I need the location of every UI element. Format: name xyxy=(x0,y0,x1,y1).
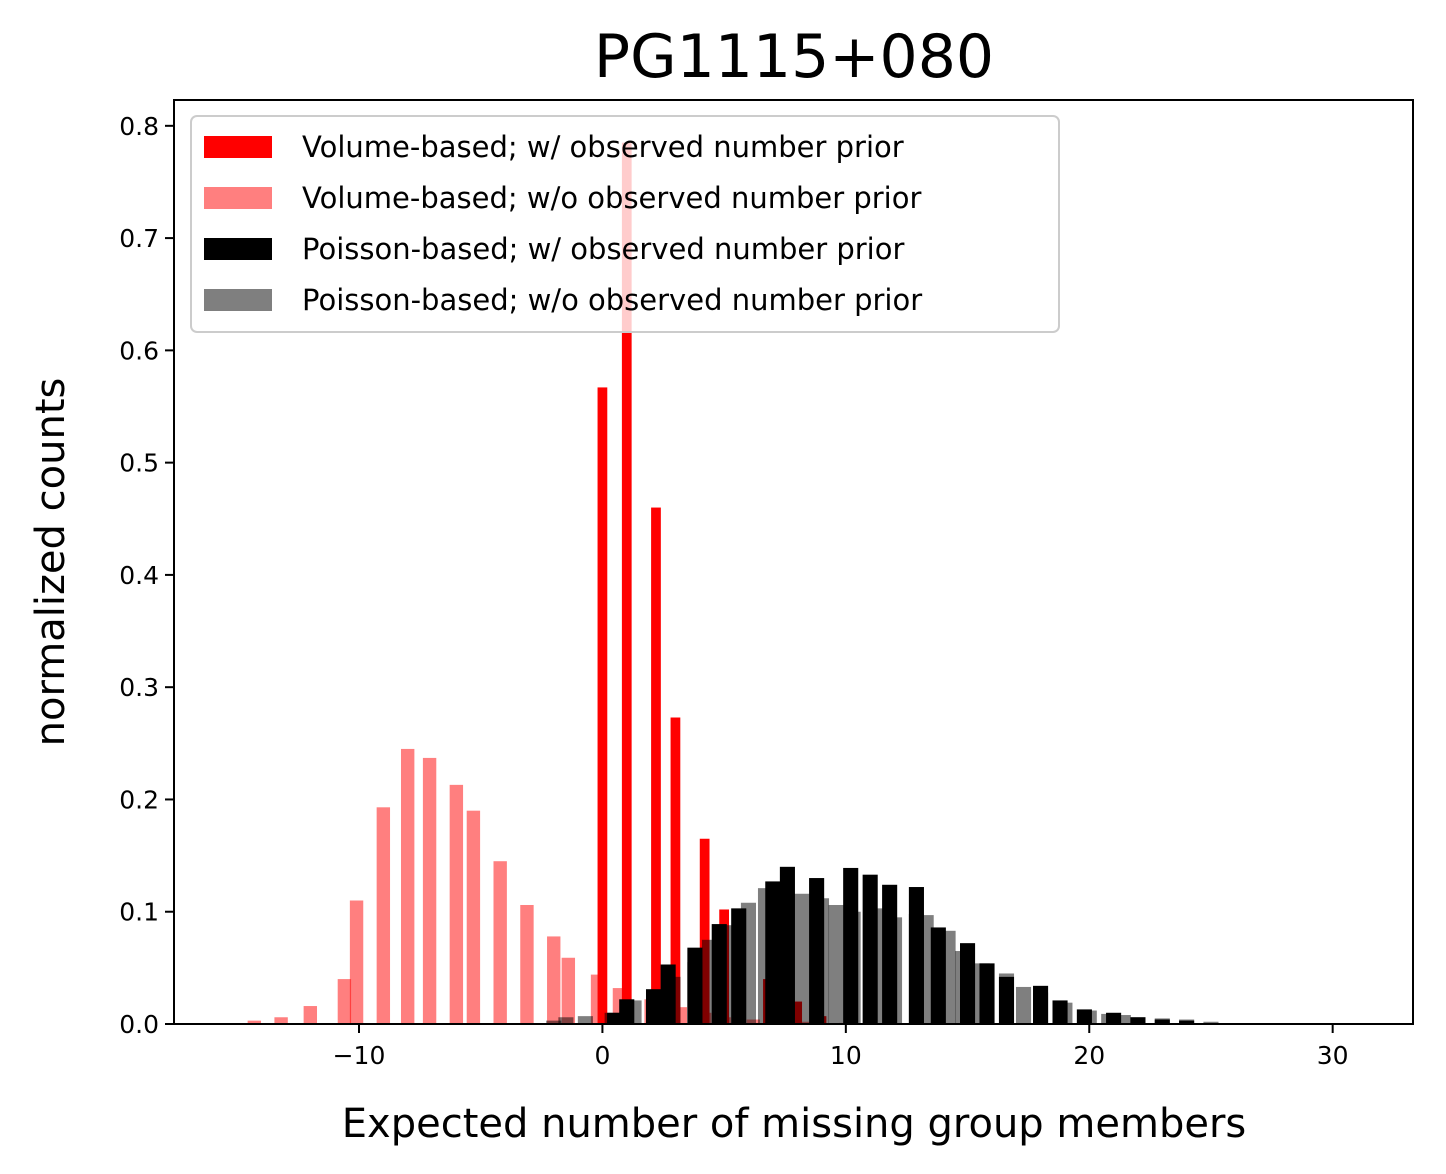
legend-swatch xyxy=(204,289,272,311)
y-tick-label: 0.4 xyxy=(119,561,159,590)
legend-swatch xyxy=(204,136,272,158)
axes-frame xyxy=(173,99,1414,1025)
series-2-bars xyxy=(247,748,877,1024)
legend-label: Poisson-based; w/ observed number prior xyxy=(302,232,904,266)
x-tick-label: 10 xyxy=(830,1041,862,1070)
series-4-bar xyxy=(1015,986,1032,1024)
y-tick-label: 0.7 xyxy=(119,224,159,253)
series-2-bar xyxy=(400,748,415,1024)
series-4-bar xyxy=(886,917,903,1024)
y-axis-ticks: 0.0 0.1 0.2 0.3 0.4 0.5 0.6 0.7 0.8 xyxy=(119,112,174,1039)
series-4-bar xyxy=(546,1020,562,1024)
series-2-bar xyxy=(422,757,437,1024)
series-4-bar xyxy=(998,973,1015,1024)
y-tick-label: 0.1 xyxy=(119,898,159,927)
series-4-bar xyxy=(687,962,703,1024)
series-1-bar xyxy=(597,387,608,1024)
series-4-bar xyxy=(626,1000,642,1024)
series-4-bar xyxy=(918,915,934,1024)
series-2-bar xyxy=(337,979,352,1024)
legend: Volume-based; w/ observed number prior Vo… xyxy=(190,115,1060,333)
series-4-bar xyxy=(1154,1018,1170,1024)
series-1-bar xyxy=(699,838,710,1024)
x-axis-label: Expected number of missing group members xyxy=(342,1101,1246,1147)
series-2-bar xyxy=(349,900,364,1024)
series-2-bar xyxy=(449,784,464,1024)
series-1-bar xyxy=(670,717,681,1024)
y-tick-label: 0.3 xyxy=(119,673,159,702)
legend-swatch xyxy=(204,238,272,260)
series-2-bar xyxy=(274,1017,288,1024)
x-tick-label: 0 xyxy=(594,1041,610,1070)
y-tick-label: 0.2 xyxy=(119,785,159,814)
series-4-bar xyxy=(813,898,830,1024)
y-tick-label: 0.8 xyxy=(119,112,159,141)
legend-label: Volume-based; w/ observed number prior xyxy=(302,130,904,164)
series-2-bar xyxy=(547,936,561,1024)
series-4-bar xyxy=(955,951,971,1024)
series-1-bar xyxy=(651,507,661,1024)
series-4-bar xyxy=(577,1016,593,1024)
x-axis-ticks: −10 0 10 20 30 xyxy=(333,1024,1349,1070)
series-2-bar xyxy=(520,904,534,1024)
x-tick-label: 20 xyxy=(1073,1041,1105,1070)
series-4-bar xyxy=(723,925,739,1024)
plot-area xyxy=(247,142,1219,1024)
series-4-bars xyxy=(546,888,1219,1024)
series-4-bar xyxy=(845,911,861,1024)
series-2-bar xyxy=(303,1006,318,1024)
y-axis-label: normalized counts xyxy=(28,378,74,747)
series-2-bar xyxy=(493,861,507,1024)
series-2-bar xyxy=(590,974,605,1024)
series-4-bar xyxy=(940,930,956,1024)
series-4-bar xyxy=(770,894,786,1024)
y-tick-label: 0.0 xyxy=(119,1010,159,1039)
series-4-bar xyxy=(757,888,774,1024)
chart-title: PG1115+080 xyxy=(594,22,994,92)
y-tick-label: 0.5 xyxy=(119,449,159,478)
series-2-bar xyxy=(247,1020,262,1024)
series-4-bar xyxy=(1203,1021,1219,1024)
series-4-bar xyxy=(648,990,664,1024)
series-4-bar xyxy=(604,1012,620,1024)
series-4-bar xyxy=(665,976,681,1024)
series-2-bar xyxy=(376,807,391,1024)
series-4-bar xyxy=(794,893,810,1024)
series-4-bar xyxy=(869,908,886,1024)
legend-label: Poisson-based; w/o observed number prior xyxy=(302,283,922,317)
series-4-bar xyxy=(1033,992,1049,1024)
x-tick-label: 30 xyxy=(1317,1041,1349,1070)
series-4-bar xyxy=(1115,1015,1131,1024)
series-4-bar xyxy=(1081,1010,1097,1024)
series-4-bar xyxy=(701,939,718,1024)
series-1-bar xyxy=(621,142,632,1024)
series-4-bar xyxy=(558,1017,574,1024)
y-tick-label: 0.6 xyxy=(119,336,159,365)
series-4-bar xyxy=(974,963,990,1024)
legend-frame xyxy=(190,115,1060,333)
legend-label: Volume-based; w/o observed number prior xyxy=(302,181,921,215)
series-4-bar xyxy=(1179,1019,1195,1024)
series-2-bar xyxy=(561,957,576,1024)
legend-swatch xyxy=(204,187,272,209)
series-4-bar xyxy=(1130,1017,1146,1024)
series-2-bar xyxy=(466,810,481,1024)
series-4-bar xyxy=(1057,1002,1073,1024)
series-4-bar xyxy=(740,902,757,1024)
series-4-bar xyxy=(828,904,844,1024)
series-4-bar xyxy=(1101,1013,1117,1024)
x-tick-label: −10 xyxy=(333,1041,386,1070)
